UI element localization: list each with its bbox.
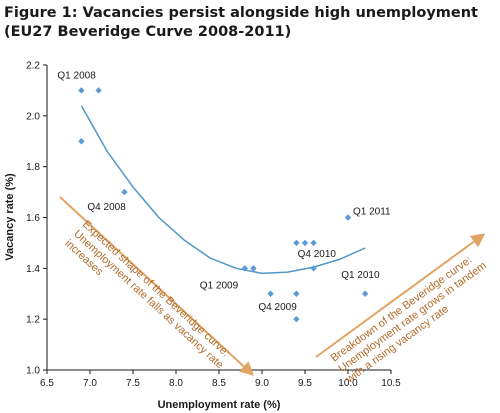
- data-point: [362, 290, 369, 297]
- expected-shape-arrow: [59, 196, 255, 376]
- x-tick-label: 8.5: [212, 378, 226, 389]
- y-tick-label: 1.8: [26, 162, 40, 173]
- data-point: [95, 87, 102, 94]
- point-label: Q1 2008: [57, 70, 96, 81]
- x-tick-label: 10.5: [381, 378, 401, 389]
- data-point: [301, 239, 309, 247]
- x-tick-label: 10.0: [338, 378, 358, 389]
- data-point: [293, 290, 300, 297]
- data-point: [241, 265, 248, 272]
- point-label: Q1 2011: [353, 207, 391, 218]
- x-tick-label: 7.0: [83, 378, 97, 389]
- data-point: [78, 138, 85, 145]
- data-point: [310, 265, 317, 272]
- y-axis-label: Vacancy rate (%): [4, 173, 16, 261]
- trend-curve: [80, 105, 366, 275]
- data-point: [250, 265, 257, 272]
- data-point: [293, 315, 300, 323]
- expected-shape-note-line: Unemployment rate falls as vacancy rate: [71, 228, 225, 371]
- x-tick-label: 7.5: [126, 378, 140, 389]
- y-tick-label: 2.2: [26, 61, 40, 72]
- data-point: [310, 239, 317, 247]
- y-tick-label: 1.4: [26, 264, 40, 275]
- data-point: [121, 188, 128, 196]
- y-tick-label: 1.0: [26, 366, 40, 377]
- chart-title-block: Figure 1: Vacancies persist alongside hi…: [4, 4, 478, 42]
- x-tick-label: 8.0: [169, 378, 183, 389]
- expected-shape-note: Expected shape of the Beveridge curve:Un…: [62, 218, 234, 380]
- data-point: [267, 290, 274, 297]
- axes: [46, 65, 391, 371]
- x-tick-label: 9.0: [255, 378, 269, 389]
- x-tick-label: 6.5: [40, 378, 54, 389]
- x-axis-label: Unemployment rate (%): [158, 399, 281, 411]
- point-label: Q1 2009: [200, 280, 239, 291]
- data-point: [78, 87, 85, 94]
- point-label: Q4 2010: [298, 249, 337, 260]
- point-label: Q4 2008: [87, 202, 126, 213]
- point-label: Q4 2009: [258, 302, 297, 313]
- x-tick-label: 9.5: [298, 378, 312, 389]
- chart-subtitle: (EU27 Beveridge Curve 2008-2011): [4, 24, 292, 40]
- y-tick-label: 1.6: [26, 213, 40, 224]
- data-point: [344, 214, 352, 221]
- point-label: Q1 2010: [341, 270, 380, 281]
- y-tick-label: 2.0: [26, 111, 40, 122]
- data-point: [293, 239, 300, 247]
- y-tick-label: 1.2: [26, 315, 40, 326]
- chart-title: Figure 1: Vacancies persist alongside hi…: [4, 5, 478, 21]
- breakdown-arrow: [315, 233, 486, 358]
